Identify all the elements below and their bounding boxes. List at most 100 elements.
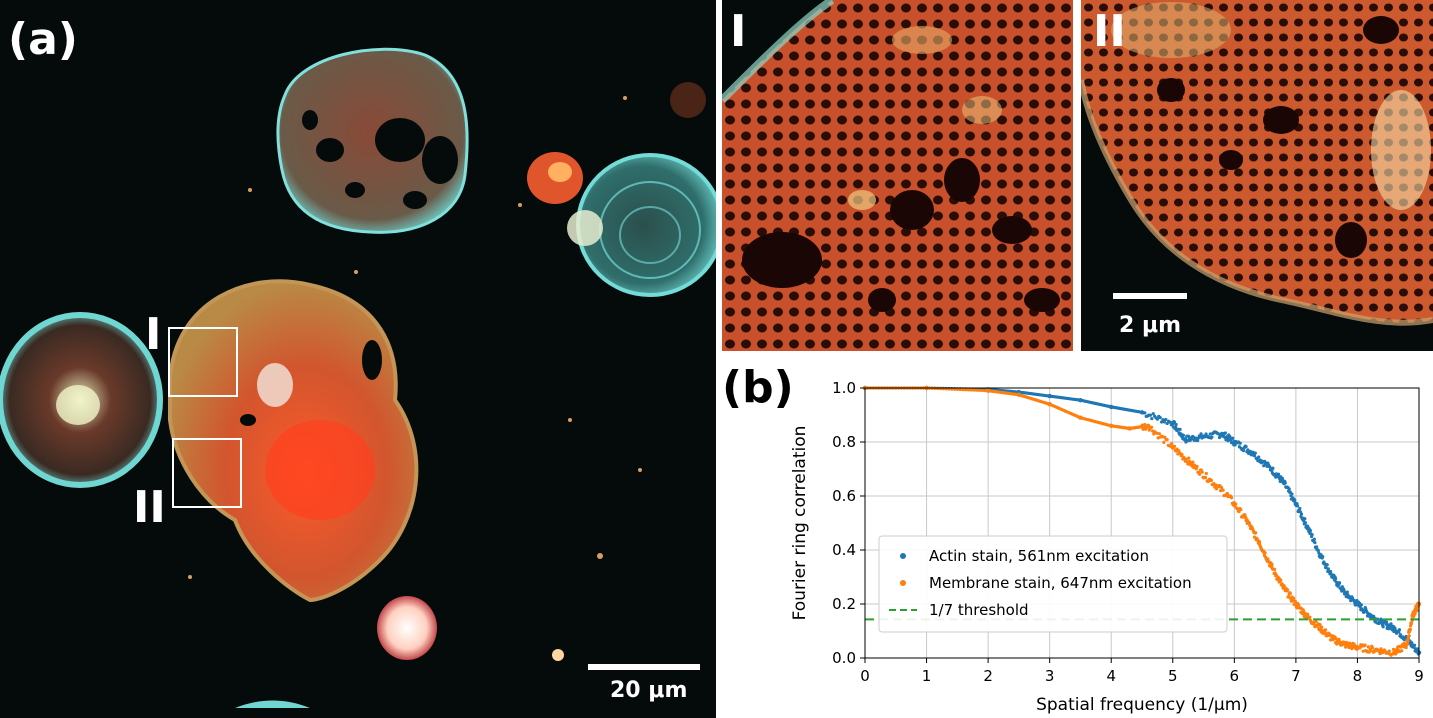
data-point <box>1301 612 1305 616</box>
x-tick-label: 8 <box>1353 667 1363 685</box>
roi-box-1 <box>168 327 238 397</box>
scalebar-2um-label: 2 μm <box>1119 313 1182 338</box>
data-point <box>1184 457 1188 461</box>
data-point <box>1270 562 1274 566</box>
data-point <box>1253 531 1258 535</box>
x-tick-label: 6 <box>1230 667 1240 685</box>
data-point <box>1195 464 1199 469</box>
data-point <box>1209 478 1213 483</box>
data-point <box>1359 603 1363 607</box>
data-point <box>1408 627 1412 631</box>
data-point <box>1199 432 1203 436</box>
data-point <box>1400 649 1404 653</box>
data-point <box>1313 541 1317 545</box>
data-point <box>1196 438 1200 443</box>
data-point <box>1287 595 1291 599</box>
data-point <box>1413 611 1417 616</box>
data-point <box>1186 462 1190 466</box>
data-point <box>1253 451 1257 455</box>
data-point <box>1159 420 1164 424</box>
data-point <box>975 388 979 392</box>
data-point <box>1162 420 1166 424</box>
inset-2-micrograph <box>1081 0 1433 326</box>
data-point <box>1326 567 1330 571</box>
data-point <box>1366 645 1370 649</box>
data-point <box>1244 444 1248 449</box>
data-point <box>1247 521 1252 525</box>
data-point <box>1170 442 1174 446</box>
x-tick-label: 5 <box>1168 667 1178 685</box>
data-point <box>1370 646 1375 650</box>
data-point <box>1295 504 1300 508</box>
data-point <box>1306 612 1310 616</box>
data-point <box>1214 487 1219 491</box>
data-point <box>1302 609 1306 614</box>
data-point <box>1234 502 1238 506</box>
data-point <box>1308 615 1312 619</box>
data-point <box>1303 521 1308 525</box>
data-point <box>1369 648 1373 653</box>
data-point <box>1143 422 1147 427</box>
data-point <box>1204 471 1208 476</box>
scalebar-20um <box>588 664 700 670</box>
data-point <box>1298 506 1302 511</box>
x-tick-label: 3 <box>1045 667 1055 685</box>
data-point <box>1174 422 1178 427</box>
data-point <box>1310 533 1314 537</box>
data-point <box>1323 628 1328 632</box>
data-point <box>1165 437 1169 442</box>
data-point <box>1381 625 1385 629</box>
data-point <box>1231 436 1235 440</box>
data-point <box>969 388 973 392</box>
data-point <box>1314 619 1318 623</box>
data-point <box>1180 453 1184 457</box>
x-tick-label: 4 <box>1106 667 1116 685</box>
data-point <box>1308 528 1313 533</box>
y-tick-label: 0.4 <box>832 541 856 559</box>
data-point <box>1204 432 1208 436</box>
data-point <box>1148 413 1152 417</box>
data-point <box>1241 449 1246 453</box>
legend-marker <box>900 553 906 559</box>
inset-panel-1: I <box>722 0 1073 351</box>
data-point <box>1290 492 1294 496</box>
y-tick-label: 0.8 <box>832 433 856 451</box>
data-point <box>1150 416 1154 421</box>
data-point <box>1141 427 1145 431</box>
data-point <box>1337 581 1342 585</box>
data-point <box>1314 545 1319 549</box>
data-point <box>1252 454 1257 458</box>
scalebar-20um-label: 20 μm <box>610 678 688 703</box>
data-point <box>1271 466 1275 470</box>
data-point <box>1334 577 1338 581</box>
y-tick-label: 0.0 <box>832 649 856 667</box>
x-tick-label: 9 <box>1414 667 1424 685</box>
data-point <box>966 388 971 392</box>
plot-frame <box>864 387 1420 659</box>
inset-panel-2: II 2 μm <box>1081 0 1433 351</box>
data-point <box>1243 513 1247 517</box>
legend-box <box>878 535 1228 633</box>
data-point <box>1181 433 1186 437</box>
data-point <box>938 387 943 391</box>
data-point <box>958 387 962 392</box>
data-point <box>1412 643 1417 647</box>
panel-b-label: (b) <box>722 362 794 413</box>
data-point <box>1316 548 1320 553</box>
legend-entry: 1/7 threshold <box>929 601 1029 619</box>
data-point <box>1328 569 1333 574</box>
legend-marker <box>900 580 906 586</box>
data-point <box>1320 625 1324 629</box>
roi-box-2 <box>172 438 242 508</box>
data-point <box>1257 455 1261 459</box>
data-point <box>1203 475 1208 480</box>
data-point <box>1191 435 1196 439</box>
x-tick-label: 0 <box>860 667 870 685</box>
data-point <box>1191 460 1195 464</box>
data-point <box>1173 425 1178 429</box>
data-point <box>1295 606 1299 610</box>
data-point <box>1246 448 1250 452</box>
data-point <box>1387 649 1391 653</box>
data-point <box>955 387 959 391</box>
data-point <box>1266 557 1270 561</box>
